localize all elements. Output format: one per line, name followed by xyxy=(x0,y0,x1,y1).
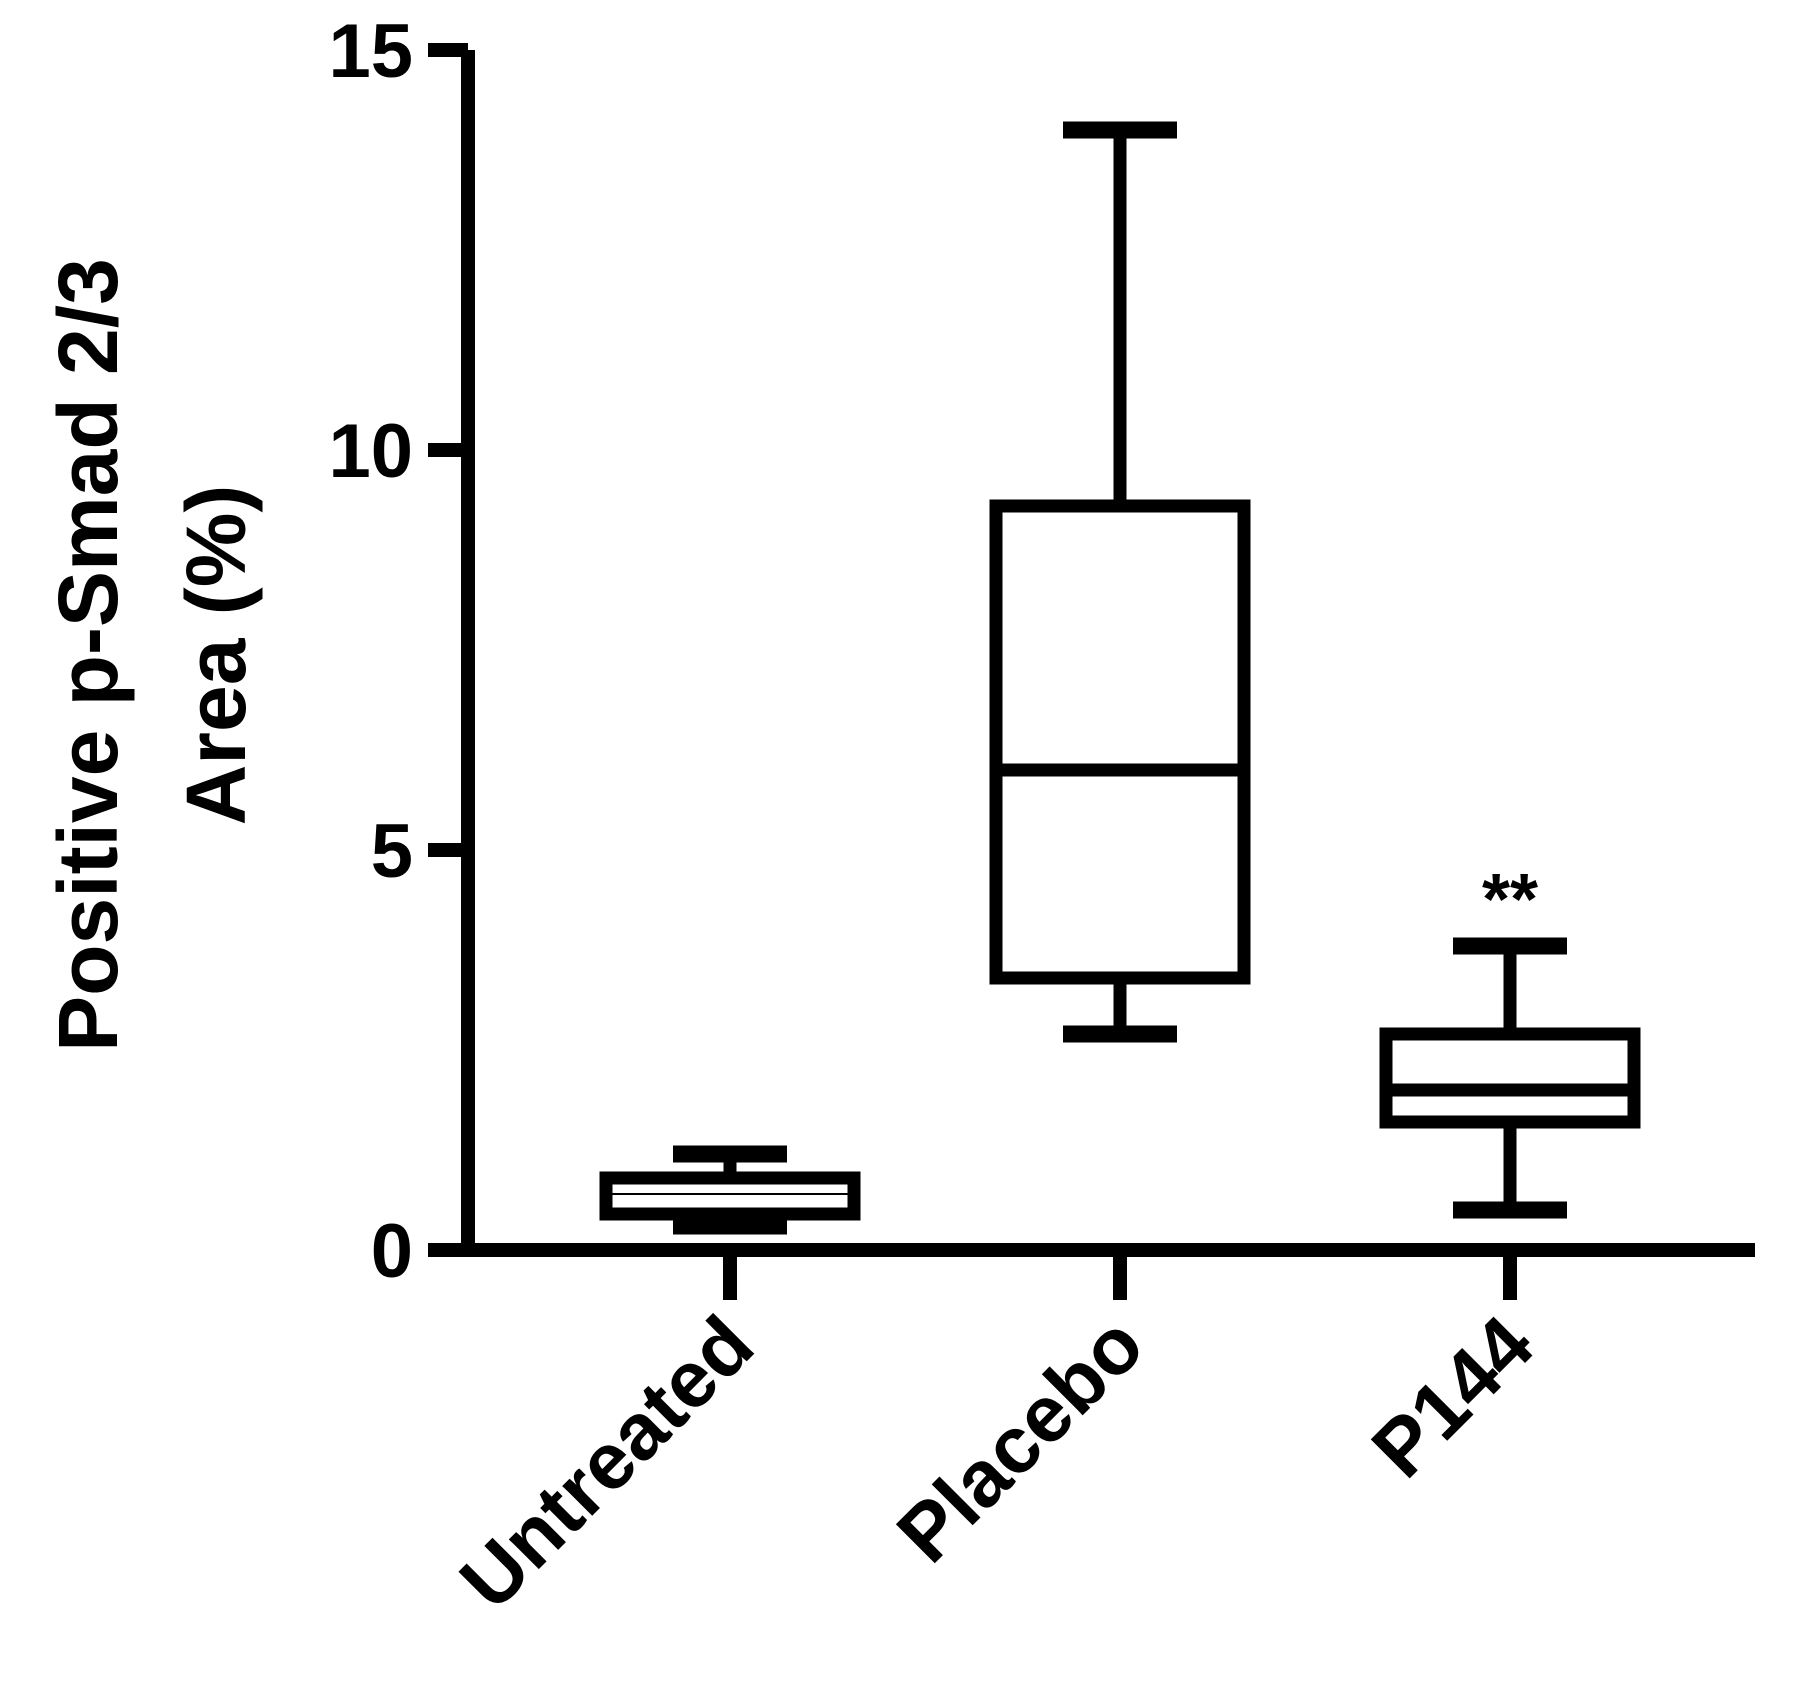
y-axis-title-line-2: Area (%) xyxy=(169,485,263,826)
y-tick-label: 0 xyxy=(371,1209,413,1294)
x-tick-label-placebo: Placebo xyxy=(880,1299,1160,1579)
box-iqr xyxy=(1379,1027,1641,1129)
significance-annotation: ** xyxy=(1482,860,1538,940)
box-series: ** xyxy=(599,121,1641,1235)
box-untreated xyxy=(599,1145,861,1235)
y-axis-title: Positive p-Smad 2/3 Area (%) xyxy=(41,258,263,1052)
axes xyxy=(461,50,1755,1257)
y-tick-label: 10 xyxy=(328,409,413,494)
y-axis-ticks: 0 5 10 15 xyxy=(328,9,468,1294)
x-axis-ticks: Untreated Placebo P144 xyxy=(443,1250,1550,1626)
y-tick-label: 5 xyxy=(371,809,413,894)
box-iqr xyxy=(989,499,1251,985)
x-tick-label-untreated: Untreated xyxy=(443,1299,770,1626)
y-tick-label: 15 xyxy=(328,9,413,94)
box-p144: ** xyxy=(1379,860,1641,1219)
x-tick-label-p144: P144 xyxy=(1355,1299,1550,1494)
box-placebo xyxy=(989,121,1251,1043)
y-axis-title-line-1: Positive p-Smad 2/3 xyxy=(41,258,135,1052)
box-iqr xyxy=(599,1171,861,1221)
